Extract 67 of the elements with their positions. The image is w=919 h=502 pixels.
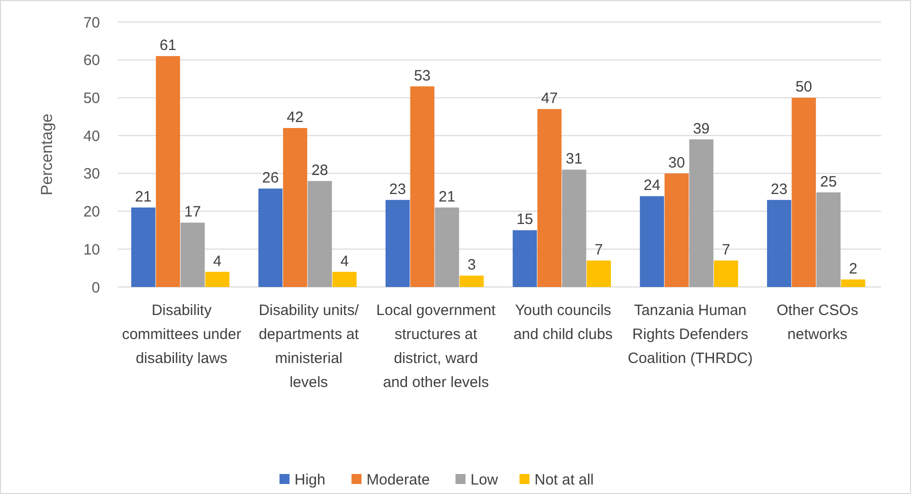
bar xyxy=(131,208,156,287)
x-tick-label: Tanzania Human Rights Defenders Coalition (THRDC) xyxy=(628,302,753,367)
y-tick-label: 20 xyxy=(83,204,100,221)
data-label: 15 xyxy=(516,211,534,228)
y-tick-label: 10 xyxy=(83,241,100,258)
bar xyxy=(332,272,357,287)
y-tick-label: 60 xyxy=(83,52,100,70)
y-tick-label: 30 xyxy=(83,166,100,183)
x-tick-label: Disability committees under disability laws xyxy=(122,302,242,367)
x-tick-label: Other CSOs networks xyxy=(776,302,858,343)
bar xyxy=(410,86,434,287)
data-label: 4 xyxy=(340,252,349,270)
bar xyxy=(640,196,664,287)
data-label: 31 xyxy=(566,150,582,168)
bar xyxy=(714,260,738,287)
data-label: 21 xyxy=(438,188,456,206)
data-label: 7 xyxy=(722,242,730,258)
x-tick-label: Youth councils and child clubs xyxy=(513,302,613,343)
data-label: 28 xyxy=(311,162,328,179)
bar xyxy=(689,139,714,287)
bar xyxy=(841,279,866,287)
legend-label: Not at all xyxy=(534,471,594,488)
bar xyxy=(816,192,841,287)
bar xyxy=(460,276,484,287)
bar xyxy=(180,222,205,287)
bar xyxy=(586,260,611,287)
data-label: 7 xyxy=(594,242,603,258)
legend-label: Low xyxy=(470,471,498,488)
data-label: 24 xyxy=(644,177,660,194)
bar xyxy=(792,98,816,287)
bar xyxy=(156,56,180,287)
data-label: 23 xyxy=(389,180,406,198)
bar xyxy=(258,188,283,287)
bar xyxy=(386,200,410,287)
x-tick-label: Local government structures at district, ward and other levels xyxy=(376,302,496,391)
data-label: 3 xyxy=(467,256,476,274)
data-label: 17 xyxy=(184,204,201,221)
legend-label: Moderate xyxy=(366,471,430,488)
y-tick-label: 70 xyxy=(83,14,100,32)
data-label: 26 xyxy=(262,170,279,187)
bar xyxy=(537,109,562,287)
data-label: 50 xyxy=(795,78,812,96)
x-tick-label: Disability units/ departments at ministerial levels xyxy=(258,302,360,391)
data-label: 4 xyxy=(213,252,222,270)
data-label: 39 xyxy=(692,120,710,138)
y-axis-title: Percentage xyxy=(39,113,56,196)
bar xyxy=(283,128,308,287)
data-label: 53 xyxy=(414,67,431,84)
legend-label: High xyxy=(294,471,326,488)
data-label: 47 xyxy=(541,90,558,108)
bar xyxy=(205,272,230,287)
data-label: 42 xyxy=(286,109,304,126)
data-label: 2 xyxy=(848,260,858,278)
data-label: 25 xyxy=(820,173,837,190)
bar xyxy=(562,170,586,287)
data-label: 21 xyxy=(134,188,152,206)
data-label: 30 xyxy=(668,154,685,172)
y-tick-label: 40 xyxy=(83,128,100,145)
bar xyxy=(767,200,792,287)
bar xyxy=(308,181,332,287)
bar xyxy=(512,230,537,287)
y-tick-label: 0 xyxy=(92,279,100,296)
data-label: 61 xyxy=(160,37,176,54)
bar xyxy=(434,208,460,287)
bar xyxy=(664,173,689,287)
y-tick-label: 50 xyxy=(83,90,100,107)
data-label: 23 xyxy=(770,180,788,198)
